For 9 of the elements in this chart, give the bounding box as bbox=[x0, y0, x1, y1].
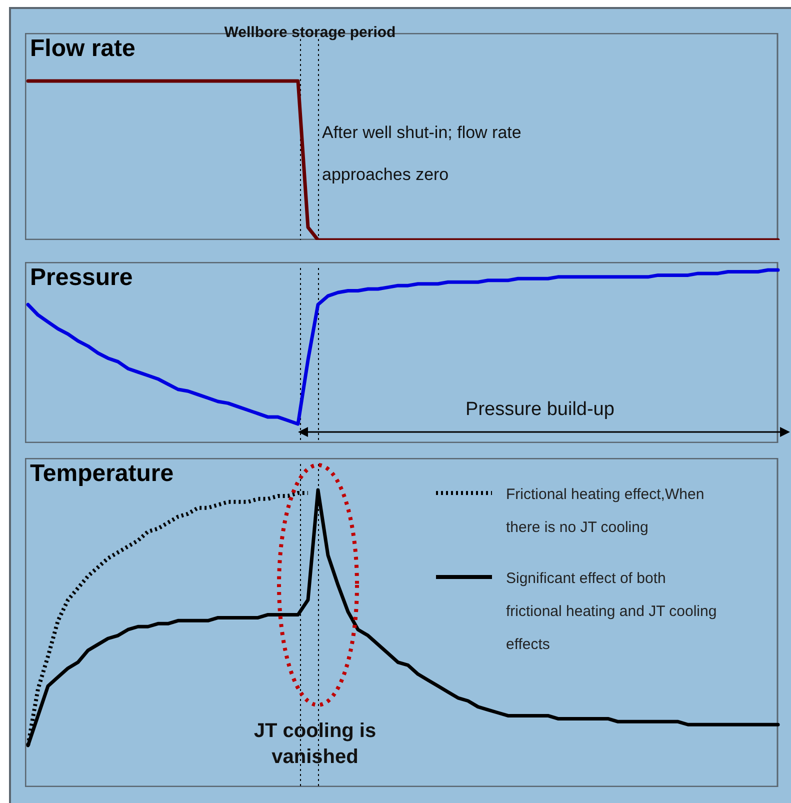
text: Wellbore storage period bbox=[223, 23, 397, 43]
chart-title: Pressure bbox=[30, 264, 133, 292]
chart-title: Temperature bbox=[30, 460, 174, 488]
legend-label: Significant effect of both frictional heating and JT cooling effects bbox=[506, 569, 718, 655]
chart-title: Flow rate bbox=[30, 35, 136, 63]
annotation: JT cooling is vanished bbox=[252, 719, 378, 770]
legend-label: Frictional heating effect,When there is no JT cooling bbox=[506, 485, 706, 538]
annotation: Pressure build-up bbox=[464, 398, 616, 422]
text: After well shut-in; flow rate approaches zero bbox=[322, 123, 522, 184]
